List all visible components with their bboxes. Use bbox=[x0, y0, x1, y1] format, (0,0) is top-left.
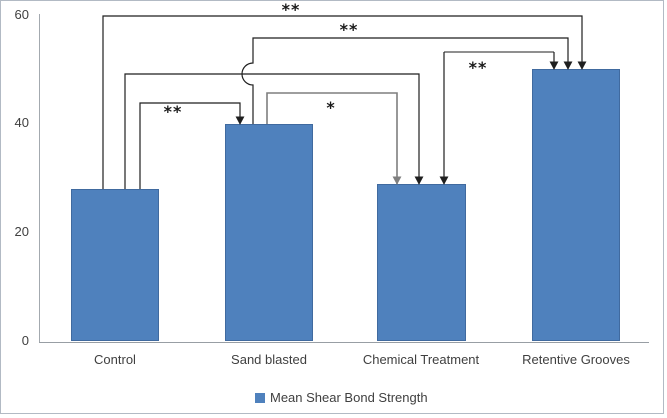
bar-control bbox=[71, 189, 159, 342]
x-label-control: Control bbox=[94, 352, 136, 367]
legend-swatch-icon bbox=[255, 393, 265, 403]
y-tick-60: 60 bbox=[14, 7, 29, 22]
y-tick-0: 0 bbox=[21, 333, 29, 348]
sig-label-sand-retentive: ** bbox=[339, 20, 359, 39]
y-tick-20: 20 bbox=[14, 224, 29, 239]
y-axis-line bbox=[39, 14, 40, 342]
bar-sand-blasted bbox=[225, 123, 313, 342]
x-axis-line bbox=[39, 342, 649, 343]
sig-label-sand-chemical: * bbox=[326, 98, 336, 117]
y-tick-40: 40 bbox=[14, 115, 29, 130]
legend: Mean Shear Bond Strength bbox=[255, 390, 428, 406]
sig-label-chemical-retentive: ** bbox=[468, 58, 488, 77]
x-label-retentive-grooves: Retentive Grooves bbox=[522, 352, 630, 367]
sig-label-control-retentive: ** bbox=[281, 0, 301, 19]
legend-label: Mean Shear Bond Strength bbox=[270, 390, 428, 405]
sig-label-control-sand: ** bbox=[163, 102, 183, 121]
bar-retentive-grooves bbox=[532, 69, 620, 342]
x-label-chemical-treatment: Chemical Treatment bbox=[362, 352, 480, 367]
x-label-sand-blasted: Sand blasted bbox=[231, 352, 307, 367]
bar-chemical-treatment bbox=[377, 183, 466, 342]
